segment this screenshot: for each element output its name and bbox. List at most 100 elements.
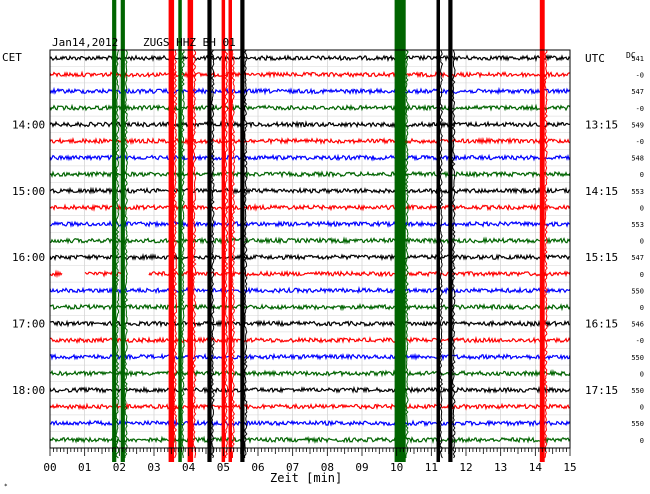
trace-3 [49,103,571,112]
event-edge-1 [124,49,129,459]
right-time-label: 14:15 [585,185,618,198]
right-time-label: UTC [585,52,605,65]
x-tick-label: 13 [494,461,507,474]
x-tick-label: 00 [43,461,56,474]
x-tick-label: 09 [355,461,368,474]
trace-5 [49,136,571,146]
dc-offset-label: 0 [640,304,644,312]
dc-offset-label: -0 [636,337,644,345]
trace-7 [49,170,571,179]
dc-offset-label: 541 [631,55,644,63]
event-edge-7 [231,49,236,459]
events [112,0,548,462]
trace-1 [49,70,571,79]
trace-6 [49,153,571,162]
x-tick-label: 11 [425,461,438,474]
dc-offset-label: 550 [631,354,644,362]
trace-20 [49,385,571,395]
time-labels: 14:00 15:00 16:00 17:00 18:00 UTC 13:15 14:15 15… [12,52,644,445]
dc-offset-label: 546 [631,321,644,329]
event-band-9 [394,0,406,462]
event-edge-8 [243,49,248,459]
x-tick-label: 04 [182,461,196,474]
trace-23 [49,435,571,445]
left-time-label: 14:00 [12,118,45,131]
event-edge-9 [405,49,409,459]
right-time-label: 17:15 [585,384,618,397]
x-tick-label: 02 [113,461,126,474]
trace-0 [49,54,571,63]
trace-14 [49,285,571,295]
x-tick-label: 07 [286,461,299,474]
dc-offset-label: 548 [631,155,644,163]
x-tick-label: 03 [147,461,160,474]
x-tick-label: 10 [390,461,403,474]
event-band-5 [207,0,212,462]
dc-offset-label: 547 [631,88,644,96]
trace-18 [49,352,571,362]
trace-10 [50,219,571,229]
event-edge-11 [451,49,456,459]
trace-17 [49,335,571,345]
trace-2 [49,86,571,96]
event-edge-10 [439,49,444,459]
dc-offset-label: 549 [631,121,644,129]
left-timezone-label: CET [2,51,22,64]
dc-offset-label: 0 [640,271,644,279]
x-axis: 00 01 02 03 04 05 06 07 08 09 10 11 12 13 14 15 [43,447,577,474]
dc-offset-label: 0 [640,437,644,445]
dc-offset-label: 0 [640,171,644,179]
trace-12 [49,253,571,262]
event-edge-12 [544,49,548,459]
trace-4 [49,120,571,129]
event-band-3 [178,0,182,462]
trace-15 [49,302,571,312]
x-tick-label: 12 [459,461,472,474]
right-time-label: 15:15 [585,251,618,264]
dc-offset-label: -0 [636,105,644,113]
event-band-11 [448,0,453,462]
event-band-0 [112,0,117,462]
dc-offset-label: 550 [631,387,644,395]
trace-19 [49,368,571,378]
x-axis-label: Zeit [min] [270,471,342,485]
dc-offset-label: 553 [631,221,644,229]
dc-header-label: DC [626,51,636,60]
date-label: Jan14,2012 [52,36,118,49]
trace-16 [49,319,571,328]
event-band-7 [228,0,232,462]
corner-mark: * [4,483,8,490]
left-time-label: 18:00 [12,384,45,397]
trace-11 [49,236,571,245]
x-tick-label: 06 [251,461,264,474]
event-band-4 [187,0,194,462]
x-tick-label: 15 [563,461,576,474]
dc-offset-label: -0 [636,72,644,80]
event-band-6 [221,0,226,462]
station-label: ZUGS HHZ BH 01 [143,36,236,49]
event-edge-3 [181,49,185,458]
trace-8 [49,186,571,196]
event-edge-2 [173,49,178,459]
trace-9 [49,202,571,212]
right-time-label: 13:15 [585,118,618,131]
event-edge-5 [210,49,215,459]
dc-offset-label: 550 [631,287,644,295]
dc-offset-label: -0 [636,138,644,146]
event-band-2 [168,0,175,462]
x-tick-label: 08 [321,461,334,474]
dc-offset-label: 0 [640,238,644,246]
event-edge-0 [115,49,120,459]
right-time-label: 16:15 [585,318,618,331]
left-time-label: 17:00 [12,318,45,331]
event-band-12 [539,0,545,462]
event-edge-6 [224,50,229,459]
dc-offset-label: 0 [640,204,644,212]
dc-offset-label: 553 [631,188,644,196]
event-band-10 [436,0,440,462]
x-tick-label: 14 [529,461,543,474]
dc-offset-label: 0 [640,404,644,412]
event-band-1 [120,0,125,462]
x-tick-label: 01 [78,461,91,474]
